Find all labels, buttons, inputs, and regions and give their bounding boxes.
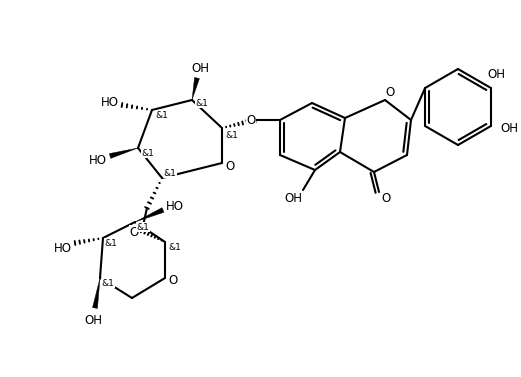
Text: &1: &1 [226, 130, 239, 139]
Text: &1: &1 [156, 110, 168, 120]
Text: O: O [246, 113, 256, 127]
Text: &1: &1 [164, 169, 177, 178]
Polygon shape [109, 148, 138, 158]
Text: HO: HO [89, 155, 107, 167]
Text: OH: OH [284, 192, 302, 204]
Polygon shape [93, 278, 100, 308]
Text: OH: OH [487, 69, 505, 81]
Text: O: O [168, 274, 178, 288]
Text: OH: OH [191, 63, 209, 75]
Text: HO: HO [166, 199, 184, 213]
Text: OH: OH [84, 314, 102, 326]
Text: O: O [129, 225, 139, 239]
Text: &1: &1 [195, 98, 208, 107]
Text: HO: HO [101, 95, 119, 109]
Text: O: O [226, 159, 234, 173]
Polygon shape [192, 77, 200, 100]
Text: &1: &1 [102, 279, 115, 288]
Text: HO: HO [54, 242, 72, 254]
Text: &1: &1 [142, 149, 154, 158]
Text: OH: OH [500, 123, 518, 135]
Text: &1: &1 [105, 239, 117, 247]
Text: O: O [381, 192, 391, 204]
Polygon shape [135, 208, 164, 222]
Text: O: O [386, 86, 394, 98]
Text: &1: &1 [169, 242, 181, 251]
Text: &1: &1 [137, 222, 150, 231]
